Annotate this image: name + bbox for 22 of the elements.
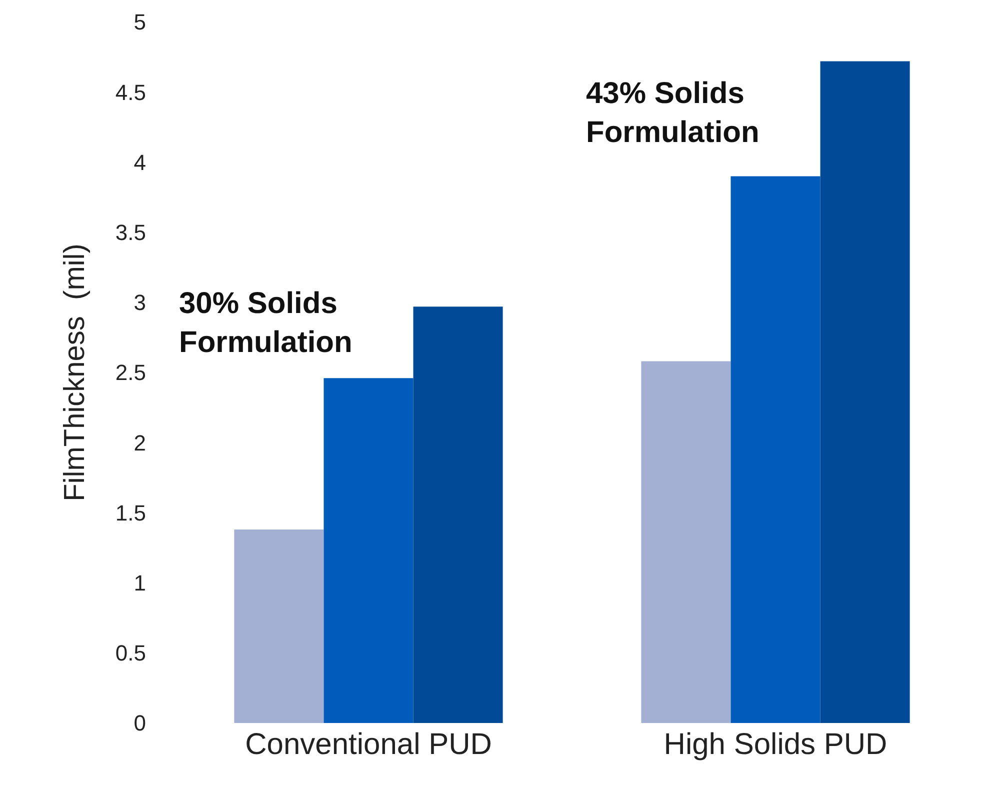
annotation: 30% Solids Formulation bbox=[179, 287, 352, 359]
bar bbox=[324, 378, 414, 723]
bar bbox=[234, 530, 324, 723]
y-tick-label: 3 bbox=[134, 290, 146, 316]
y-tick-label: 1 bbox=[134, 570, 146, 596]
y-tick-label: 0.5 bbox=[115, 640, 146, 666]
y-tick-label: 2 bbox=[134, 430, 146, 456]
bar bbox=[730, 176, 820, 723]
bar bbox=[413, 306, 503, 723]
bar bbox=[820, 61, 910, 723]
y-tick-label: 0 bbox=[134, 710, 146, 736]
y-axis-title: FilmThickness (mil) bbox=[58, 244, 91, 502]
y-tick-label: 2.5 bbox=[115, 360, 146, 386]
y-tick-label: 5 bbox=[134, 10, 146, 35]
x-tick-label: Conventional PUD bbox=[245, 728, 492, 761]
y-tick-label: 4.5 bbox=[115, 80, 146, 105]
y-tick-label: 3.5 bbox=[115, 220, 146, 245]
annotation: 43% Solids Formulation bbox=[586, 77, 760, 149]
bar bbox=[641, 361, 731, 723]
y-tick-label: 1.5 bbox=[115, 500, 146, 526]
x-tick-label: High Solids PUD bbox=[664, 728, 888, 761]
y-tick-label: 4 bbox=[134, 150, 146, 175]
